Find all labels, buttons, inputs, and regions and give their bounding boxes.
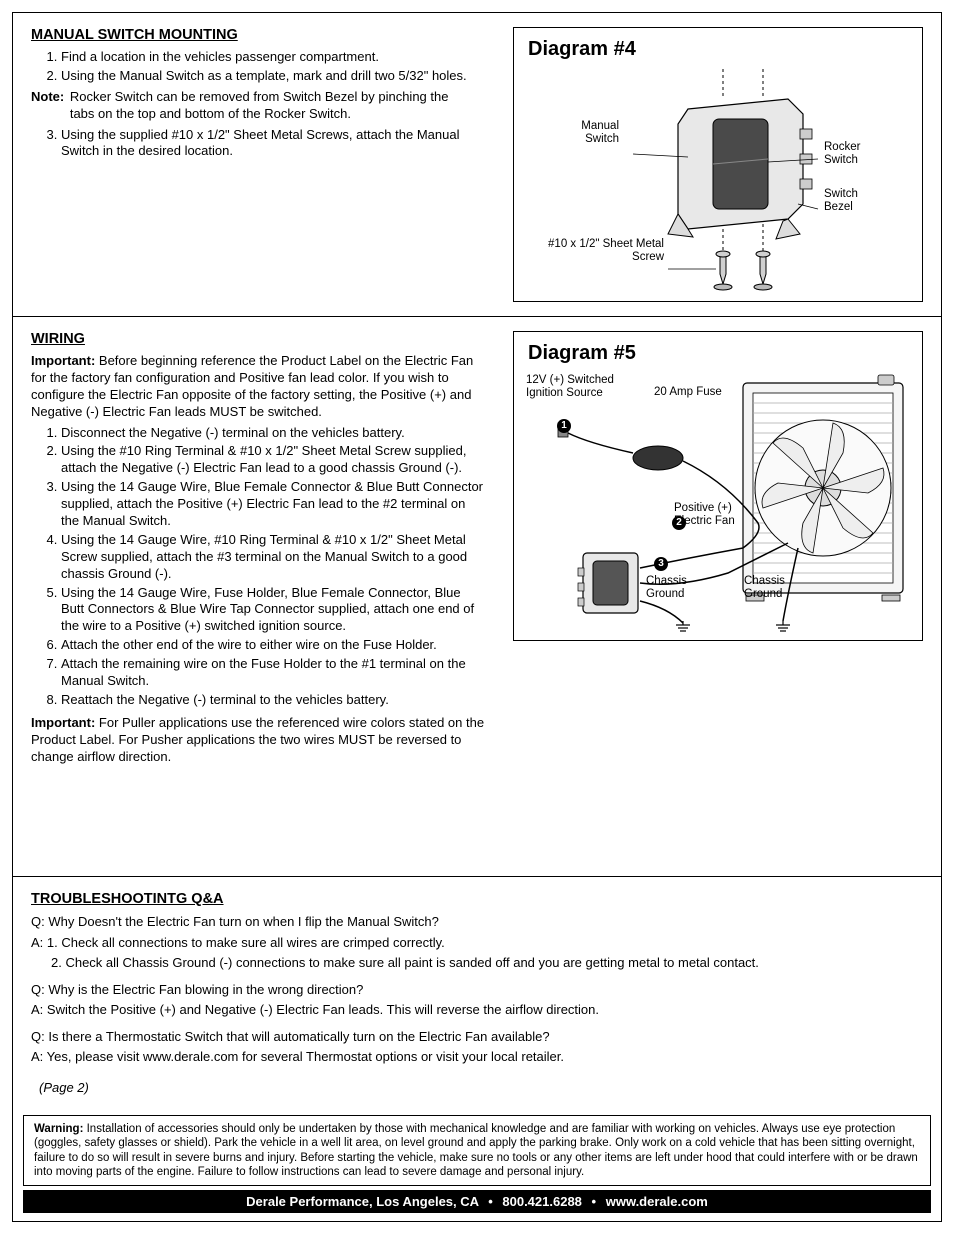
- label-screw: #10 x 1/2" Sheet Metal Screw: [544, 238, 664, 264]
- important-label: Important:: [31, 353, 95, 368]
- diagram5-title: Diagram #5: [528, 342, 908, 365]
- section-wiring: WIRING Important: Before beginning refer…: [13, 317, 941, 877]
- step-2: Using the Manual Switch as a template, m…: [61, 68, 486, 85]
- dot-1: •: [488, 1194, 493, 1209]
- diagram-4: Diagram #4: [513, 27, 923, 302]
- step-1: Find a location in the vehicles passenge…: [61, 49, 486, 66]
- w-step-6: Attach the other end of the wire to eith…: [61, 637, 486, 654]
- section1-title: MANUAL SWITCH MOUNTING: [31, 27, 486, 43]
- step-3: Using the supplied #10 x 1/2" Sheet Meta…: [61, 127, 486, 161]
- label-switch-bezel: Switch Bezel: [824, 188, 879, 214]
- footer-phone: 800.421.6288: [502, 1194, 582, 1209]
- w-step-1: Disconnect the Negative (-) terminal on …: [61, 425, 486, 442]
- section3-title: TROUBLESHOOTINTG Q&A: [31, 891, 923, 907]
- label-rocker-switch: Rocker Switch: [824, 141, 879, 167]
- section1-note: Note: Rocker Switch can be removed from …: [31, 89, 486, 123]
- q2: Q: Why is the Electric Fan blowing in th…: [31, 981, 923, 999]
- label-chassis-ground-1: Chassis Ground: [646, 575, 706, 601]
- note-text: Rocker Switch can be removed from Switch…: [70, 89, 468, 123]
- warning-box: Warning: Installation of accessories sho…: [23, 1115, 931, 1187]
- section-manual-switch-mounting: MANUAL SWITCH MOUNTING Find a location i…: [13, 13, 941, 317]
- diagram-5: Diagram #5: [513, 331, 923, 641]
- w-step-2: Using the #10 Ring Terminal & #10 x 1/2"…: [61, 443, 486, 477]
- label-chassis-ground-2: Chassis Ground: [744, 575, 804, 601]
- qa-2: Q: Why is the Electric Fan blowing in th…: [31, 981, 923, 1019]
- w-step-5: Using the 14 Gauge Wire, Fuse Holder, Bl…: [61, 585, 486, 636]
- q3: Q: Is there a Thermostatic Switch that w…: [31, 1028, 923, 1046]
- page-number: (Page 2): [39, 1080, 923, 1095]
- label-positive: Positive (+) Electric Fan: [674, 502, 754, 528]
- a1a: A: 1. Check all connections to make sure…: [31, 934, 923, 952]
- qa-1: Q: Why Doesn't the Electric Fan turn on …: [31, 913, 923, 972]
- w-step-7: Attach the remaining wire on the Fuse Ho…: [61, 656, 486, 690]
- diagram4-title: Diagram #4: [528, 38, 908, 61]
- qa-3: Q: Is there a Thermostatic Switch that w…: [31, 1028, 923, 1066]
- section2-title: WIRING: [31, 331, 486, 347]
- section2-steps: Disconnect the Negative (-) terminal on …: [51, 425, 486, 709]
- warning-label: Warning:: [34, 1123, 83, 1135]
- label-ignition: 12V (+) Switched Ignition Source: [526, 374, 636, 400]
- a2: A: Switch the Positive (+) and Negative …: [31, 1001, 923, 1019]
- circ-2: 2: [672, 516, 686, 530]
- a1b: 2. Check all Chassis Ground (-) connecti…: [31, 954, 923, 972]
- important2-text: For Puller applications use the referenc…: [31, 715, 484, 764]
- label-fuse: 20 Amp Fuse: [654, 386, 722, 399]
- section-troubleshooting: TROUBLESHOOTINTG Q&A Q: Why Doesn't the …: [13, 877, 941, 1109]
- a3: A: Yes, please visit www.derale.com for …: [31, 1048, 923, 1066]
- important-text: Before beginning reference the Product L…: [31, 353, 473, 419]
- wiring-important: Important: Before beginning reference th…: [31, 353, 486, 421]
- dot-2: •: [592, 1194, 597, 1209]
- section1-steps-cont: Using the supplied #10 x 1/2" Sheet Meta…: [51, 127, 486, 161]
- q1: Q: Why Doesn't the Electric Fan turn on …: [31, 913, 923, 931]
- footer-url: www.derale.com: [606, 1194, 708, 1209]
- note-label: Note:: [31, 89, 64, 104]
- important2-label: Important:: [31, 715, 95, 730]
- w-step-8: Reattach the Negative (-) terminal to th…: [61, 692, 486, 709]
- warning-text: Installation of accessories should only …: [34, 1123, 918, 1178]
- footer-bar: Derale Performance, Los Angeles, CA • 80…: [23, 1190, 931, 1213]
- circ-3: 3: [654, 557, 668, 571]
- footer-company: Derale Performance, Los Angeles, CA: [246, 1194, 478, 1209]
- w-step-4: Using the 14 Gauge Wire, #10 Ring Termin…: [61, 532, 486, 583]
- wiring-important2: Important: For Puller applications use t…: [31, 715, 486, 766]
- section1-steps: Find a location in the vehicles passenge…: [51, 49, 486, 85]
- diagram4-svg: [528, 69, 908, 299]
- circ-1: 1: [557, 419, 571, 433]
- w-step-3: Using the 14 Gauge Wire, Blue Female Con…: [61, 479, 486, 530]
- label-manual-switch: Manual Switch: [564, 120, 619, 146]
